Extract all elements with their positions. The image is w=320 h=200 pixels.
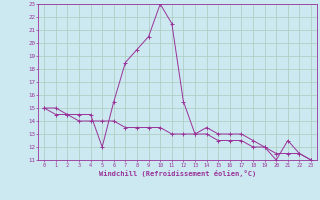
X-axis label: Windchill (Refroidissement éolien,°C): Windchill (Refroidissement éolien,°C) [99, 170, 256, 177]
